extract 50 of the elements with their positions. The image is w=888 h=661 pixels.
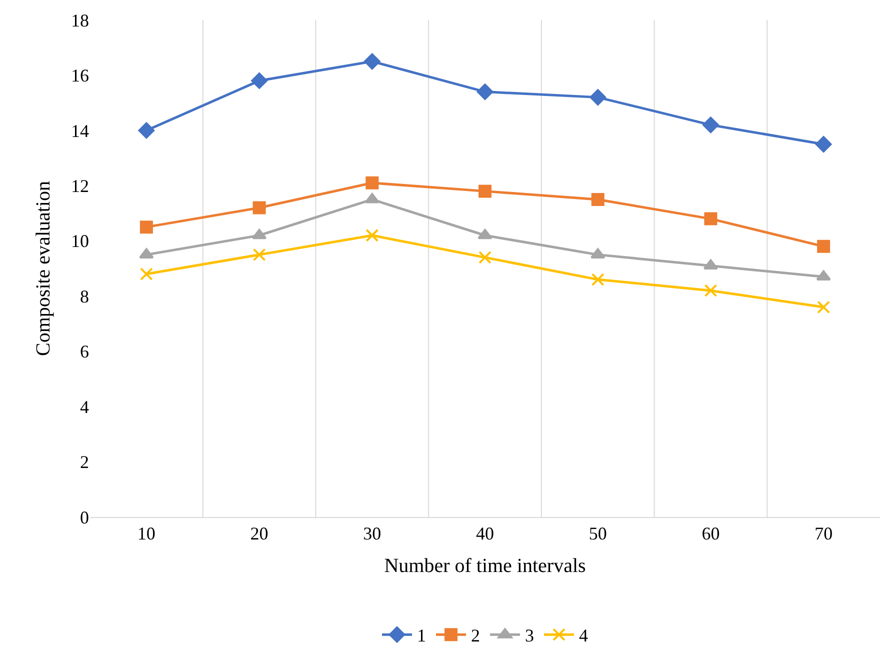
point — [816, 270, 831, 281]
y-tick-label: 10 — [71, 231, 89, 252]
x-tick-label: 60 — [702, 524, 720, 544]
point — [478, 228, 492, 240]
y-tick-label: 6 — [80, 342, 89, 362]
point — [478, 184, 492, 198]
y-tick-label: 16 — [71, 66, 89, 86]
x-tick-label: 50 — [588, 524, 607, 544]
point — [590, 89, 606, 106]
y-axis-title: Composite evaluation — [32, 181, 54, 356]
point — [591, 192, 604, 206]
y-tick-label: 0 — [80, 507, 89, 528]
point — [364, 53, 380, 70]
point — [702, 116, 719, 134]
y-tick-label: 2 — [80, 452, 89, 472]
y-tick-label: 18 — [71, 10, 89, 30]
y-tick-label: 14 — [71, 120, 89, 141]
y-tick-label: 4 — [80, 396, 89, 417]
x-tick-label: 70 — [814, 524, 833, 544]
point — [704, 212, 718, 226]
point — [366, 228, 379, 242]
point — [140, 220, 153, 234]
legend-label: 1 — [417, 626, 426, 646]
y-tick-label: 8 — [80, 286, 89, 306]
x-tick-label: 30 — [363, 524, 382, 544]
point — [138, 122, 155, 139]
point — [364, 192, 380, 204]
point — [476, 84, 494, 100]
point — [590, 248, 606, 258]
point — [252, 228, 267, 240]
point — [252, 248, 266, 262]
legend-label: 3 — [525, 626, 534, 646]
point — [140, 268, 153, 281]
point — [815, 136, 832, 152]
point — [591, 273, 604, 286]
point — [817, 300, 830, 314]
legend-label: 4 — [579, 626, 588, 646]
point — [139, 248, 154, 258]
point — [252, 201, 266, 214]
point — [251, 72, 268, 89]
y-tick-label: 12 — [71, 176, 89, 196]
x-tick-label: 10 — [137, 524, 156, 544]
point — [366, 176, 379, 190]
x-tick-label: 20 — [250, 524, 268, 544]
x-tick-label: 40 — [476, 524, 494, 544]
x-axis-title: Number of time intervals — [384, 555, 586, 578]
point — [817, 240, 830, 253]
point — [704, 284, 718, 298]
point — [478, 250, 492, 264]
legend-label: 2 — [471, 626, 480, 646]
